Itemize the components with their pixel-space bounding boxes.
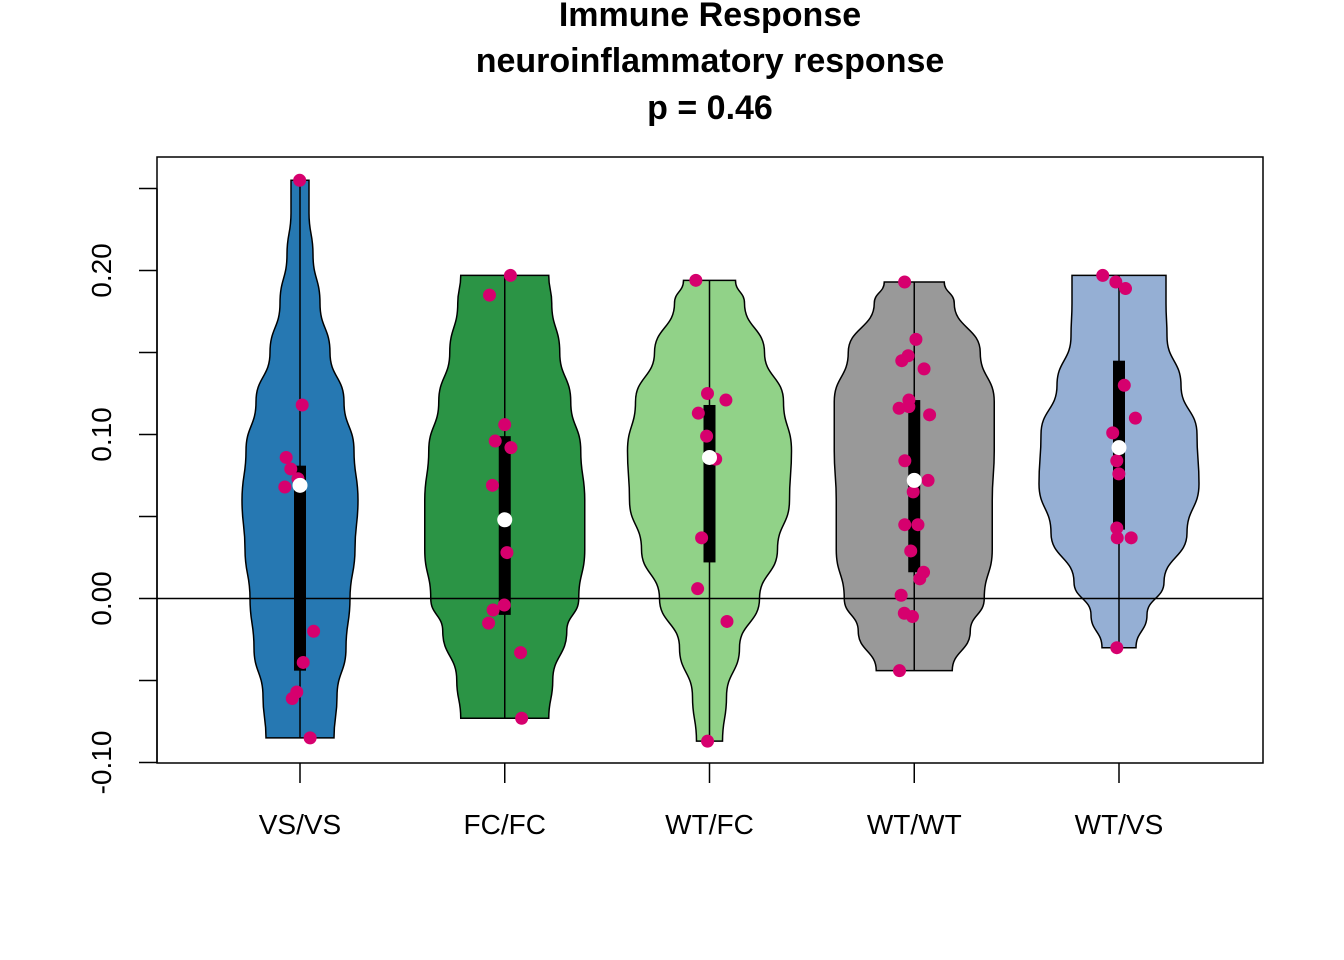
y-axis: -0.10 0.00 0.10 0.20 <box>86 187 158 795</box>
iqr-box-wt-fc <box>703 404 716 563</box>
data-point <box>503 268 517 282</box>
x-tick-label: VS/VS <box>259 809 341 840</box>
data-point <box>895 354 909 368</box>
data-point <box>898 518 912 532</box>
data-point <box>904 544 918 558</box>
data-point <box>485 478 499 492</box>
chart-subtitle: neuroinflammatory response <box>475 42 945 80</box>
data-point <box>1112 467 1126 481</box>
data-point <box>488 434 502 448</box>
y-tick-label: 0.00 <box>86 571 117 626</box>
data-point <box>1110 531 1124 545</box>
data-point <box>695 531 709 545</box>
data-point <box>911 518 925 532</box>
data-point <box>719 393 733 407</box>
data-point <box>515 711 529 725</box>
data-point <box>898 275 912 289</box>
data-point <box>902 400 916 414</box>
iqr-box-vs-vs <box>294 465 306 671</box>
data-point <box>701 734 715 748</box>
x-tick-label: WT/VS <box>1075 809 1164 840</box>
y-tick-label: -0.10 <box>86 731 117 795</box>
data-point <box>285 692 299 706</box>
p-value-annotation: p = 0.46 <box>647 89 773 127</box>
data-point <box>691 406 705 420</box>
data-point <box>514 646 528 660</box>
data-point <box>917 362 931 376</box>
data-point <box>1119 282 1133 296</box>
x-tick-label: WT/FC <box>665 809 754 840</box>
data-point <box>921 473 935 487</box>
data-point <box>279 450 293 464</box>
data-point <box>486 603 500 617</box>
data-point <box>284 462 298 476</box>
data-point <box>898 454 912 468</box>
data-point <box>497 598 511 612</box>
data-point <box>500 546 514 560</box>
data-point <box>691 582 705 596</box>
data-point <box>295 398 309 412</box>
data-point <box>1128 411 1142 425</box>
data-point <box>906 485 920 499</box>
data-point <box>1124 531 1138 545</box>
data-point <box>1117 378 1131 392</box>
medians-layer <box>292 440 1127 528</box>
data-point <box>892 401 906 415</box>
data-point <box>307 624 321 638</box>
data-point <box>909 332 923 346</box>
median-marker-fc-fc <box>497 512 513 528</box>
data-point <box>905 610 919 624</box>
median-marker-wt-fc <box>702 449 717 465</box>
data-point <box>1109 275 1123 289</box>
chart-title: Immune Response <box>558 0 862 34</box>
data-point <box>894 588 908 602</box>
data-point <box>923 408 937 422</box>
data-point <box>1110 454 1124 468</box>
data-point <box>483 288 497 302</box>
data-point <box>720 614 734 628</box>
data-point <box>1110 641 1124 655</box>
median-marker-vs-vs <box>292 477 308 493</box>
data-point <box>689 273 703 287</box>
x-tick-label: WT/WT <box>867 809 962 840</box>
data-point <box>1110 521 1124 535</box>
data-point <box>892 664 906 678</box>
data-point <box>498 418 512 432</box>
y-tick-label: 0.20 <box>86 243 117 298</box>
data-point <box>1106 426 1120 440</box>
median-marker-wt-vs <box>1111 440 1127 456</box>
data-point <box>296 655 310 669</box>
data-point <box>504 441 518 455</box>
data-point <box>278 480 292 494</box>
median-marker-wt-wt <box>906 472 922 488</box>
data-point <box>1096 268 1110 282</box>
points-layer <box>278 173 1142 748</box>
x-tick-label: FC/FC <box>464 809 546 840</box>
data-point <box>303 731 317 745</box>
x-axis: VS/VS FC/FC WT/FC WT/WT WT/VS <box>259 763 1164 840</box>
data-point <box>913 572 927 586</box>
data-point <box>700 429 714 443</box>
data-point <box>293 173 307 187</box>
data-point <box>482 616 496 630</box>
data-point <box>700 387 714 400</box>
y-tick-label: 0.10 <box>86 407 117 462</box>
